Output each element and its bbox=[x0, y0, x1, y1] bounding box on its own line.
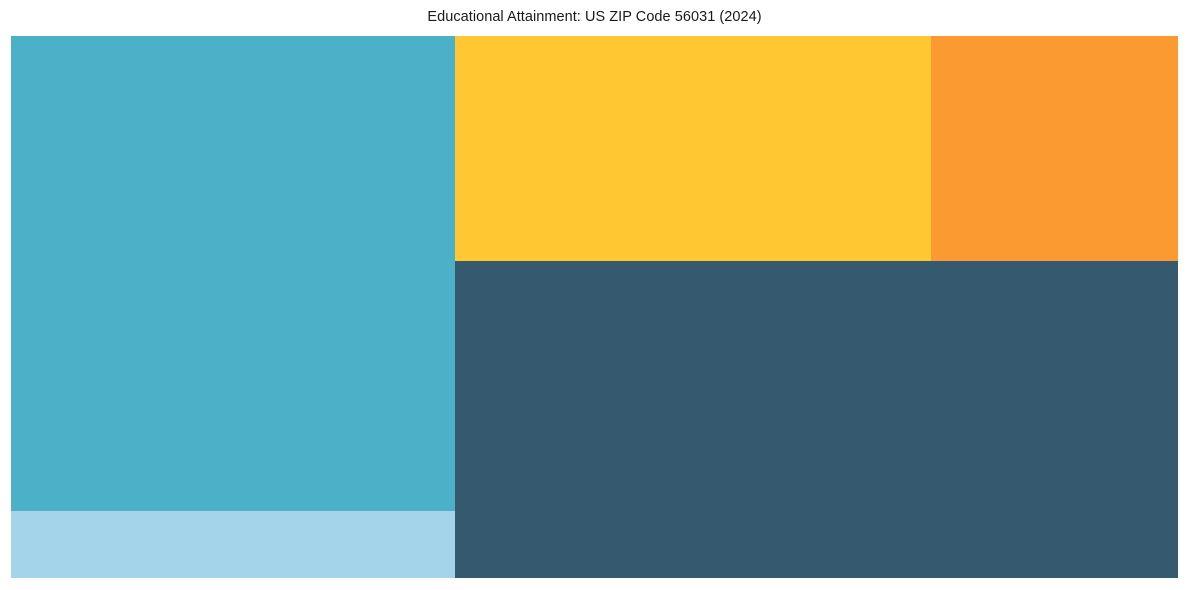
treemap-plot-area: Graduate or Professional Degree Bachelor… bbox=[11, 36, 1178, 578]
treemap-tile-less-than-high-school[interactable]: Less Than High School bbox=[931, 36, 1178, 261]
chart-title: Educational Attainment: US ZIP Code 5603… bbox=[427, 9, 762, 25]
treemap-tile-some-college-no-degree[interactable]: Some College, No Degree bbox=[455, 36, 931, 261]
treemap-tile-high-school-graduate[interactable]: High School Graduate (or equivalent) bbox=[455, 261, 1178, 578]
treemap-tile-graduate-or-professional-degree[interactable]: Graduate or Professional Degree bbox=[11, 36, 455, 511]
treemap-tile-bachelors-degree[interactable]: Bachelor's Degree bbox=[11, 511, 455, 578]
